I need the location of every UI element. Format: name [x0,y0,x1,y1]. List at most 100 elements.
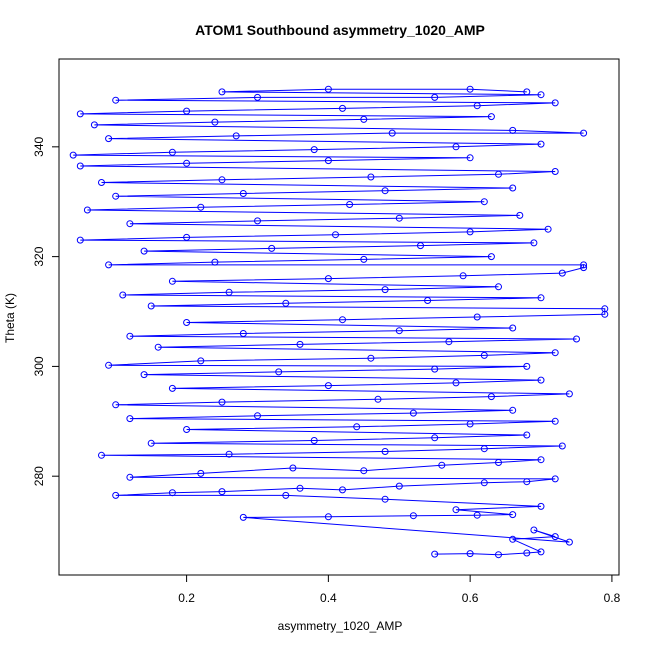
data-point [76,110,84,118]
data-point [105,261,113,269]
data-point [480,351,488,359]
data-point [239,190,247,197]
data-point [480,198,488,206]
data-point [523,88,531,96]
data-point [466,228,474,236]
data-point [218,88,226,96]
data-point [431,434,439,442]
data-point [225,450,233,458]
data-point [76,236,84,244]
data-point [83,206,91,214]
data-point [211,258,219,266]
data-point [183,107,191,115]
data-point [495,283,502,291]
data-point [367,173,375,181]
data-point [537,91,545,99]
data-point [254,217,261,225]
data-point [509,406,517,414]
data-point [275,368,283,376]
data-point [140,371,148,379]
data-point [324,382,332,390]
data-point [551,99,559,107]
data-point [126,415,134,423]
data-point [509,324,517,332]
data-point [417,242,424,250]
data-point [565,390,573,398]
data-point [218,398,226,406]
data-point [565,538,573,546]
data-point [466,550,474,558]
data-point [76,162,84,170]
data-point [580,261,588,269]
data-point [282,299,290,307]
data-point [431,365,439,373]
data-point [126,473,134,481]
data-point [254,412,261,420]
data-point [310,146,318,154]
data-point [551,533,559,541]
data-point [445,338,453,346]
data-point [395,327,403,335]
data-point [388,129,396,137]
data-point [487,113,495,121]
data-point [395,214,403,222]
data-point [112,401,120,409]
data-point [537,376,545,384]
data-point [509,511,517,519]
data-point [183,426,191,433]
data-point [147,302,155,310]
data-point [551,349,559,357]
data-point [324,85,332,93]
x-tick-label: 0.2 [178,591,195,605]
x-tick-label: 0.8 [604,591,621,605]
data-point [218,488,226,496]
y-axis-label: Theta (K) [3,293,17,343]
data-point [296,484,304,492]
data-point [409,512,417,520]
series-line [73,88,606,556]
data-point [360,467,368,475]
data-point [105,135,113,143]
data-point [530,239,538,247]
data-point [183,319,191,326]
data-point [69,151,77,159]
x-tick-label: 0.4 [320,591,337,605]
data-point [154,343,162,351]
data-point [381,495,389,503]
data-point [509,126,517,134]
y-axis: 280 300 320 340 [32,136,60,486]
x-tick-label: 0.6 [462,591,479,605]
data-point [537,294,545,302]
data-point [339,316,346,324]
data-point [140,247,148,255]
data-point [254,93,261,101]
data-point [360,115,368,123]
data-point [112,491,120,499]
data-point [551,475,559,483]
data-point [168,489,176,497]
data-point [523,478,531,486]
data-point [339,486,346,494]
data-point [168,384,176,392]
data-point [480,445,488,453]
data-point [339,104,346,112]
data-point [495,551,502,559]
data-point [367,354,375,362]
data-point [431,93,439,101]
y-tick-label: 300 [32,356,46,376]
data-point [438,461,446,469]
data-point [112,192,120,200]
x-axis: 0.2 0.4 0.6 0.8 [178,574,621,605]
data-point [573,335,580,343]
data-point [551,168,559,175]
data-point [168,277,176,285]
data-point [360,255,368,263]
data-point [580,129,588,137]
y-tick-label: 280 [32,466,46,486]
data-point [98,451,105,459]
data-point [197,469,205,477]
data-point [310,437,318,444]
data-point [183,233,191,241]
data-point [147,439,155,447]
data-point [530,526,538,534]
